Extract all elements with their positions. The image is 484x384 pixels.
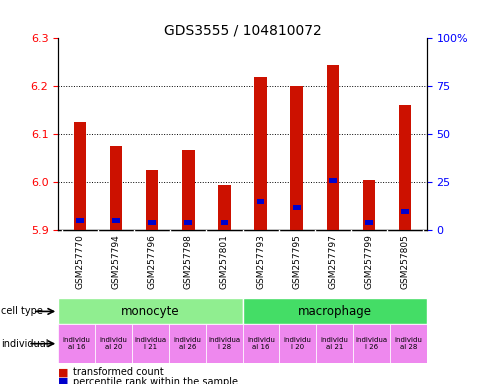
Text: individua
l 21: individua l 21 [134,337,166,350]
Text: GSM257801: GSM257801 [219,234,228,289]
Text: individua
l 28: individua l 28 [208,337,240,350]
Text: individual: individual [1,339,48,349]
Bar [290,86,302,230]
Text: percentile rank within the sample: percentile rank within the sample [73,377,237,384]
Text: ■: ■ [58,367,69,377]
Text: monocyte: monocyte [121,305,179,318]
Text: GSM257799: GSM257799 [364,234,373,289]
Bar [218,185,230,230]
Bar [58,298,242,324]
Text: individu
al 21: individu al 21 [320,337,348,350]
Bar [146,170,158,230]
Bar [362,180,375,230]
Bar [352,324,389,363]
Bar [184,220,192,225]
Bar [148,220,156,225]
Bar [316,324,352,363]
Bar [58,324,95,363]
Bar [220,220,228,225]
Text: macrophage: macrophage [297,305,371,318]
Bar [168,324,205,363]
Text: individu
l 20: individu l 20 [283,337,311,350]
Text: individu
al 20: individu al 20 [99,337,127,350]
Text: GSM257796: GSM257796 [147,234,156,289]
Text: GSM257793: GSM257793 [256,234,265,289]
Bar [364,220,372,225]
Bar [109,146,122,230]
Bar [326,65,338,230]
Text: transformed count: transformed count [73,367,163,377]
Text: cell type: cell type [1,306,43,316]
Text: ■: ■ [58,377,69,384]
Text: GSM257794: GSM257794 [111,234,120,288]
Text: GSM257805: GSM257805 [400,234,409,289]
Bar [328,178,336,183]
Text: individu
al 28: individu al 28 [393,337,422,350]
Bar [242,298,426,324]
Bar [256,199,264,204]
Text: individu
al 26: individu al 26 [173,337,201,350]
Bar [254,77,266,230]
Bar [242,324,279,363]
Bar [182,150,194,230]
Bar [76,218,84,223]
Bar [74,122,86,230]
Text: individu
al 16: individu al 16 [62,337,91,350]
Text: individua
l 26: individua l 26 [355,337,387,350]
Text: GDS3555 / 104810072: GDS3555 / 104810072 [163,23,321,37]
Text: GSM257798: GSM257798 [183,234,193,289]
Bar [389,324,426,363]
Text: GSM257795: GSM257795 [291,234,301,289]
Bar [132,324,168,363]
Bar [279,324,316,363]
Text: GSM257797: GSM257797 [328,234,337,289]
Bar [205,324,242,363]
Bar [400,209,408,214]
Text: GSM257770: GSM257770 [75,234,84,289]
Bar [95,324,132,363]
Text: individu
al 16: individu al 16 [246,337,274,350]
Bar [292,205,300,210]
Bar [398,105,410,230]
Bar [112,218,120,223]
